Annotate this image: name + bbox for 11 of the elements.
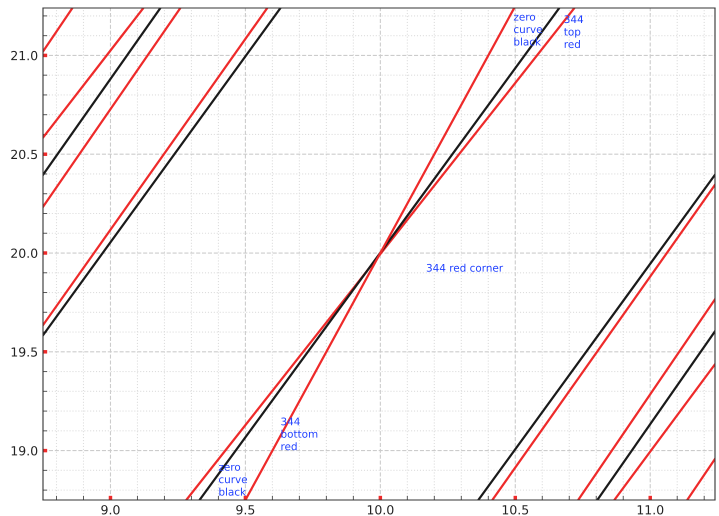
y-tick-label: 21.0	[11, 50, 38, 60]
y-tick-label: 19.0	[12, 446, 38, 456]
x-tick-label: 9.0	[101, 505, 120, 515]
x-tick-label: 10.5	[502, 505, 528, 515]
x-tick-label: 10.0	[368, 505, 394, 515]
annotation: 344 red corner	[426, 264, 504, 272]
x-tick-label: 11.0	[638, 505, 664, 515]
x-tick-label: 9.5	[236, 505, 254, 515]
y-tick-label: 20.5	[11, 150, 38, 160]
y-tick-label: 19.5	[12, 347, 38, 357]
y-tick-label: 20.0	[11, 248, 38, 258]
